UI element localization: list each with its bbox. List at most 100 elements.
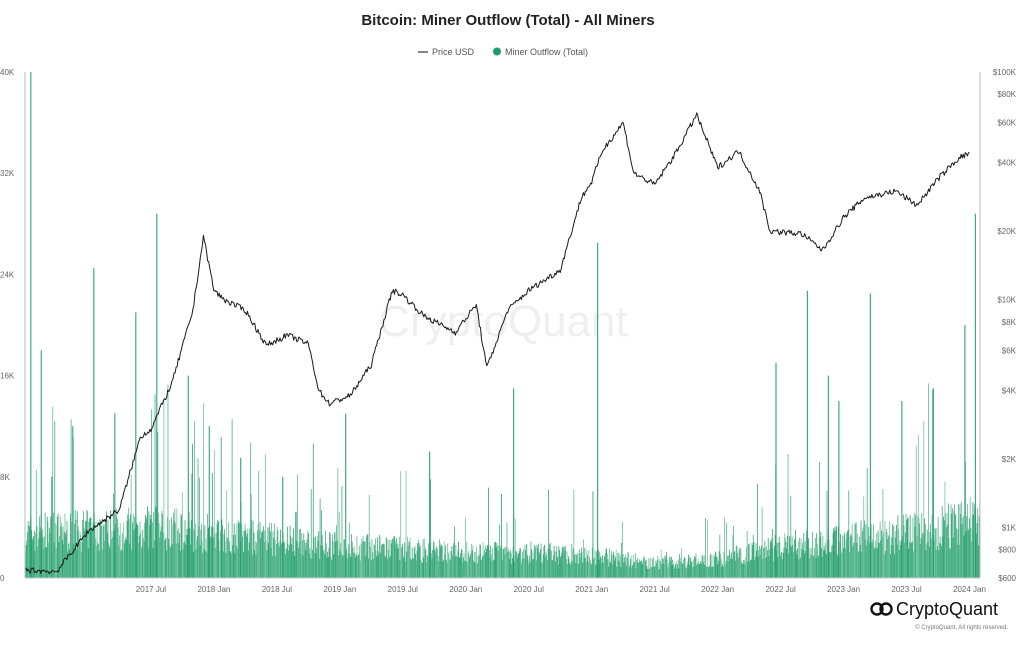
outflow-bar — [735, 560, 736, 578]
outflow-bar — [654, 565, 656, 578]
right-y-tick-label: $1K — [1002, 523, 1017, 532]
outflow-bar — [603, 556, 605, 578]
outflow-bar — [53, 541, 55, 578]
outflow-bar — [571, 544, 573, 578]
outflow-bar — [821, 556, 823, 578]
outflow-bar — [772, 548, 774, 578]
outflow-bar — [88, 521, 90, 578]
outflow-bar — [621, 543, 623, 578]
outflow-bar — [257, 524, 259, 578]
outflow-bar — [852, 546, 854, 578]
outflow-bar — [289, 525, 291, 578]
outflow-bar — [819, 462, 820, 578]
outflow-bar — [304, 543, 306, 578]
outflow-bar — [118, 545, 120, 578]
outflow-bar — [713, 556, 715, 578]
outflow-bar — [727, 561, 729, 578]
outflow-bar — [484, 545, 486, 578]
brand-logo: CryptoQuant — [870, 599, 998, 619]
outflow-bar — [389, 556, 391, 578]
outflow-bar — [76, 549, 77, 578]
outflow-bar — [633, 562, 635, 578]
outflow-bar — [233, 535, 234, 578]
outflow-bar — [949, 548, 951, 578]
outflow-bar — [580, 553, 582, 578]
outflow-bar — [424, 547, 426, 578]
outflow-bar — [419, 545, 421, 578]
outflow-bar — [390, 540, 392, 578]
outflow-bar — [692, 559, 694, 578]
outflow-bar — [565, 545, 567, 578]
outflow-bar — [35, 469, 37, 578]
outflow-bar — [87, 511, 88, 578]
outflow-bar — [875, 548, 877, 578]
outflow-bar — [181, 515, 183, 578]
outflow-bar — [969, 518, 970, 578]
outflow-bar — [334, 532, 336, 578]
outflow-bar — [613, 551, 614, 578]
outflow-bar — [538, 551, 540, 578]
outflow-bar — [374, 545, 376, 578]
outflow-bar — [200, 524, 202, 578]
outflow-bar — [33, 536, 35, 578]
outflow-bar — [170, 547, 172, 578]
outflow-bar — [396, 548, 398, 578]
outflow-bar — [887, 538, 889, 578]
outflow-bar — [766, 556, 768, 578]
outflow-bar — [557, 556, 558, 578]
outflow-bar — [626, 557, 628, 578]
outflow-bar — [121, 533, 123, 578]
outflow-bar — [283, 541, 285, 578]
outflow-bar — [762, 559, 764, 578]
outflow-bar — [861, 552, 863, 578]
outflow-bar — [497, 545, 498, 578]
outflow-bar — [368, 558, 369, 578]
outflow-bar — [164, 538, 166, 578]
outflow-bar — [579, 557, 581, 578]
x-tick-label: 2024 Jan — [953, 585, 986, 594]
outflow-bar — [185, 535, 187, 578]
outflow-bar — [91, 527, 93, 578]
outflow-bar — [247, 528, 249, 578]
outflow-bar — [634, 562, 635, 578]
outflow-bar — [780, 555, 781, 578]
outflow-bar — [840, 550, 842, 578]
outflow-bar — [288, 545, 290, 578]
x-tick-label: 2018 Jul — [262, 585, 292, 594]
outflow-bar — [702, 555, 704, 578]
outflow-bar — [711, 567, 713, 578]
outflow-bar — [280, 529, 281, 578]
outflow-bar — [608, 548, 610, 578]
outflow-bar — [610, 561, 612, 578]
outflow-bar — [574, 554, 576, 578]
outflow-bar — [132, 522, 133, 578]
outflow-bar — [48, 527, 50, 578]
outflow-bar — [884, 520, 886, 578]
outflow-bar — [299, 528, 301, 578]
outflow-bar — [492, 559, 494, 578]
outflow-bar — [37, 546, 39, 578]
outflow-bar — [576, 553, 578, 578]
left-y-ticks: 0 8K 16K 24K 32K 40K — [0, 68, 15, 583]
outflow-bar — [846, 533, 848, 578]
outflow-bar — [153, 540, 155, 578]
outflow-bar — [434, 549, 436, 578]
outflow-bar — [430, 479, 432, 578]
outflow-bar — [145, 514, 146, 578]
outflow-bar — [353, 546, 355, 578]
outflow-bar — [312, 443, 314, 578]
outflow-bar — [802, 549, 804, 578]
outflow-bar — [434, 552, 436, 578]
outflow-bar — [682, 563, 684, 578]
outflow-bar — [325, 543, 327, 578]
outflow-bar — [584, 547, 586, 578]
outflow-bar — [910, 543, 912, 578]
outflow-bar — [610, 550, 612, 578]
outflow-bar — [843, 535, 845, 578]
outflow-bar — [420, 559, 422, 578]
outflow-bar — [786, 548, 788, 578]
outflow-bar — [782, 553, 784, 578]
outflow-bar — [100, 520, 101, 578]
outflow-bar — [264, 530, 266, 578]
outflow-bar — [473, 560, 474, 578]
